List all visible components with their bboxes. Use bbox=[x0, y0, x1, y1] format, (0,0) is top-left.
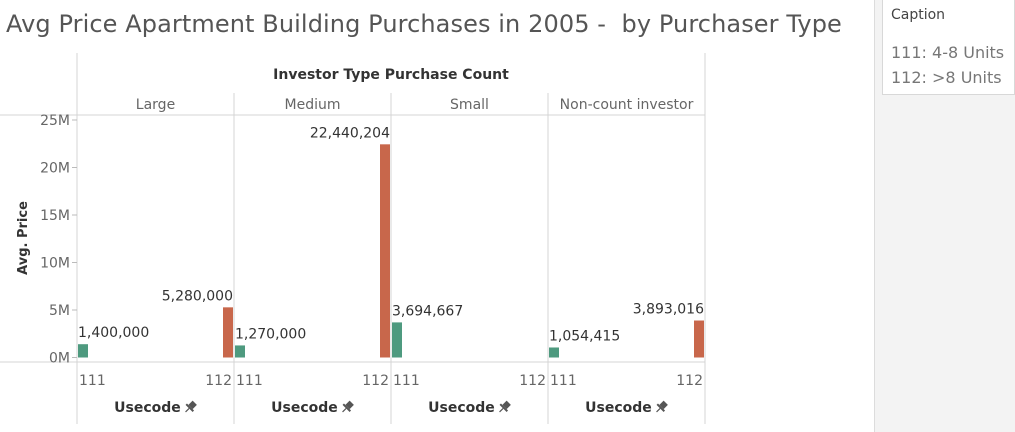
y-tick-label-0: 0M bbox=[49, 351, 70, 367]
panel-header-3: Small bbox=[450, 97, 489, 113]
chart-title: Avg Price Apartment Building Purchases i… bbox=[6, 10, 842, 38]
panel-header-2: Medium bbox=[285, 97, 341, 113]
data-label-1-111: 1,400,000 bbox=[78, 325, 149, 341]
panel-header-4: Non-count investor bbox=[560, 97, 694, 113]
bar-3-111 bbox=[392, 322, 402, 358]
x-axis-title-4: Usecode bbox=[585, 400, 652, 416]
bar-1-111 bbox=[78, 344, 88, 358]
data-label-4-111: 1,054,415 bbox=[549, 328, 620, 344]
y-tick-label-1: 5M bbox=[49, 303, 70, 319]
bar-chart: Investor Type Purchase Count Large Medium S… bbox=[0, 53, 706, 424]
x-tick-label-4-112: 112 bbox=[676, 373, 703, 389]
data-label-1-112: 5,280,000 bbox=[162, 288, 233, 304]
x-tick-label-4-111: 111 bbox=[550, 373, 577, 389]
x-axis-title-1: Usecode bbox=[114, 400, 181, 416]
bar-4-112 bbox=[694, 320, 704, 358]
x-tick-label-1-111: 111 bbox=[79, 373, 106, 389]
bar-2-112 bbox=[380, 144, 390, 358]
x-tick-label-2-111: 111 bbox=[236, 373, 263, 389]
x-tick-label-3-112: 112 bbox=[519, 373, 546, 389]
x-tick-label-1-112: 112 bbox=[205, 373, 232, 389]
bar-4-111 bbox=[549, 347, 559, 358]
column-header: Investor Type Purchase Count bbox=[273, 67, 509, 83]
y-tick-label-5: 25M bbox=[40, 113, 70, 129]
y-tick-label-4: 20M bbox=[40, 161, 70, 177]
pin-icon[interactable] bbox=[182, 399, 198, 415]
y-tick-label-2: 10M bbox=[40, 256, 70, 272]
pin-icon[interactable] bbox=[653, 399, 669, 415]
pin-icon[interactable] bbox=[496, 399, 512, 415]
bar-1-112 bbox=[223, 307, 233, 358]
data-label-3-111: 3,694,667 bbox=[392, 303, 463, 319]
caption-title: Caption bbox=[891, 7, 946, 23]
x-tick-label-2-112: 112 bbox=[362, 373, 389, 389]
data-label-2-112: 22,440,204 bbox=[310, 125, 390, 141]
bar-2-111 bbox=[235, 345, 245, 358]
x-axis-title-3: Usecode bbox=[428, 400, 495, 416]
x-axis-title-2: Usecode bbox=[271, 400, 338, 416]
data-label-2-111: 1,270,000 bbox=[235, 326, 306, 342]
panel-header-1: Large bbox=[136, 97, 175, 113]
y-tick-label-3: 15M bbox=[40, 208, 70, 224]
y-axis-title: Avg. Price bbox=[16, 201, 31, 275]
caption-box: Caption 111: 4-8 Units 112: >8 Units bbox=[882, 0, 1015, 95]
data-label-4-112: 3,893,016 bbox=[633, 302, 704, 318]
caption-line-112: 112: >8 Units bbox=[891, 68, 1002, 87]
pin-icon[interactable] bbox=[339, 399, 355, 415]
x-tick-label-3-111: 111 bbox=[393, 373, 420, 389]
caption-line-111: 111: 4-8 Units bbox=[891, 43, 1005, 62]
